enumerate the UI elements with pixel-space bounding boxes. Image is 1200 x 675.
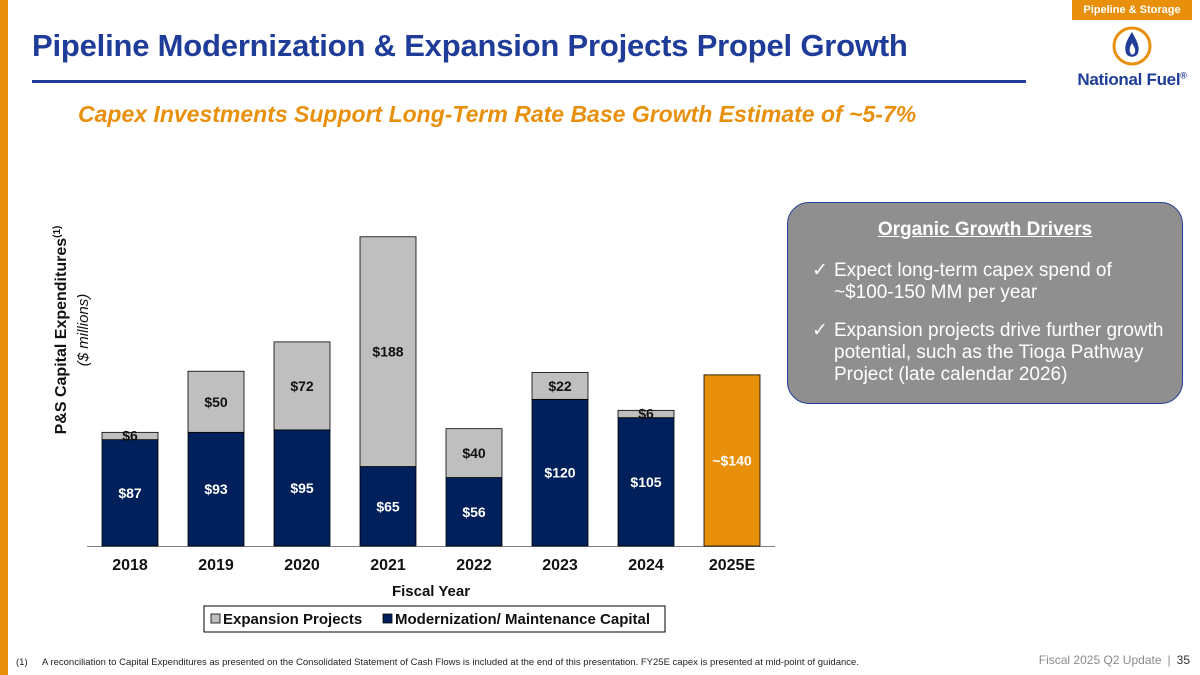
x-tick-label: 2021 xyxy=(370,557,406,574)
bar-label-expansion: $50 xyxy=(204,394,228,410)
bar-modernization-2022 xyxy=(445,477,503,547)
bar-expansion-2021 xyxy=(359,236,417,467)
x-tick-label: 2025E xyxy=(709,557,756,574)
x-tick-label: 2018 xyxy=(112,557,148,574)
bar-expansion-2020 xyxy=(273,341,331,431)
page-title: Pipeline Modernization & Expansion Proje… xyxy=(32,28,908,63)
logo-text: National Fuel® xyxy=(1077,70,1187,89)
legend-swatch-expansion xyxy=(210,613,221,624)
bar-expansion-2024 xyxy=(617,409,675,419)
footnote: (1) A reconciliation to Capital Expenditu… xyxy=(16,657,859,668)
bar-label-modernization: $87 xyxy=(118,485,142,501)
footer-separator: | xyxy=(1167,653,1171,667)
bar-modernization-2021 xyxy=(359,466,417,547)
x-tick-label: 2024 xyxy=(628,557,664,574)
check-icon: ✓ xyxy=(812,260,828,281)
x-tick-label: 2019 xyxy=(198,557,234,574)
bar-label-estimate: ~$140 xyxy=(712,452,752,468)
bar-modernization-2024 xyxy=(617,417,675,547)
legend-swatch-modernization xyxy=(382,613,393,624)
flame-icon xyxy=(1112,26,1152,66)
title-divider xyxy=(32,80,1026,83)
drivers-title: Organic Growth Drivers xyxy=(877,219,1093,240)
bar-label-expansion: $6 xyxy=(122,427,138,443)
bar-label-modernization: $65 xyxy=(376,498,400,514)
bar-expansion-2019 xyxy=(187,370,245,433)
bar-label-expansion: $72 xyxy=(290,378,314,394)
x-tick-label: 2022 xyxy=(456,557,492,574)
legend-label-expansion: Expansion Projects xyxy=(223,611,362,628)
check-icon: ✓ xyxy=(812,320,828,341)
page-number: 35 xyxy=(1176,653,1190,667)
organic-growth-drivers-box: Organic Growth Drivers ✓ Expect long-ter… xyxy=(787,202,1183,404)
bar-modernization-2019 xyxy=(187,431,245,547)
bar-label-modernization: $56 xyxy=(462,504,486,520)
driver-text: Expect long-term capex spend of ~$100-15… xyxy=(834,260,1112,303)
update-label: Fiscal 2025 Q2 Update xyxy=(1038,653,1162,667)
bar-label-modernization: $105 xyxy=(630,474,661,490)
legend-box xyxy=(203,605,666,633)
bar-label-expansion: $188 xyxy=(372,344,403,360)
y-axis-subtitle: ($ millions) xyxy=(75,294,92,367)
y-axis-title: P&S Capital Expenditures(1) xyxy=(52,226,70,435)
bar-expansion-2022 xyxy=(445,428,503,478)
x-axis-title: Fiscal Year xyxy=(392,583,470,600)
bar-modernization-2020 xyxy=(273,429,331,547)
driver-item: ✓ Expect long-term capex spend of ~$100-… xyxy=(812,260,1172,304)
x-tick-label: 2023 xyxy=(542,557,578,574)
bar-estimate-2025E xyxy=(703,374,761,547)
driver-item: ✓ Expansion projects drive further growt… xyxy=(812,320,1172,386)
bar-label-modernization: $95 xyxy=(290,480,314,496)
footnote-number: (1) xyxy=(16,657,28,668)
section-tag: Pipeline & Storage xyxy=(1072,0,1192,20)
bar-label-modernization: $93 xyxy=(204,481,228,497)
subtitle: Capex Investments Support Long-Term Rate… xyxy=(78,101,917,127)
bar-expansion-2023 xyxy=(531,372,589,400)
legend-label-modernization: Modernization/ Maintenance Capital xyxy=(395,611,650,628)
bar-modernization-2023 xyxy=(531,398,589,547)
footnote-text: A reconciliation to Capital Expenditures… xyxy=(42,657,859,668)
x-tick-label: 2020 xyxy=(284,557,320,574)
company-logo: National Fuel® xyxy=(1072,26,1192,96)
bar-label-expansion: $22 xyxy=(548,378,572,394)
driver-text: Expansion projects drive further growth … xyxy=(834,320,1164,385)
bar-label-expansion: $6 xyxy=(638,405,654,421)
bar-label-expansion: $40 xyxy=(462,445,486,461)
footer-right: Fiscal 2025 Q2 Update | 35 xyxy=(1039,653,1190,667)
left-accent-bar xyxy=(0,0,8,675)
bar-modernization-2018 xyxy=(101,439,159,547)
bar-expansion-2018 xyxy=(101,431,159,441)
bar-label-modernization: $120 xyxy=(544,465,575,481)
